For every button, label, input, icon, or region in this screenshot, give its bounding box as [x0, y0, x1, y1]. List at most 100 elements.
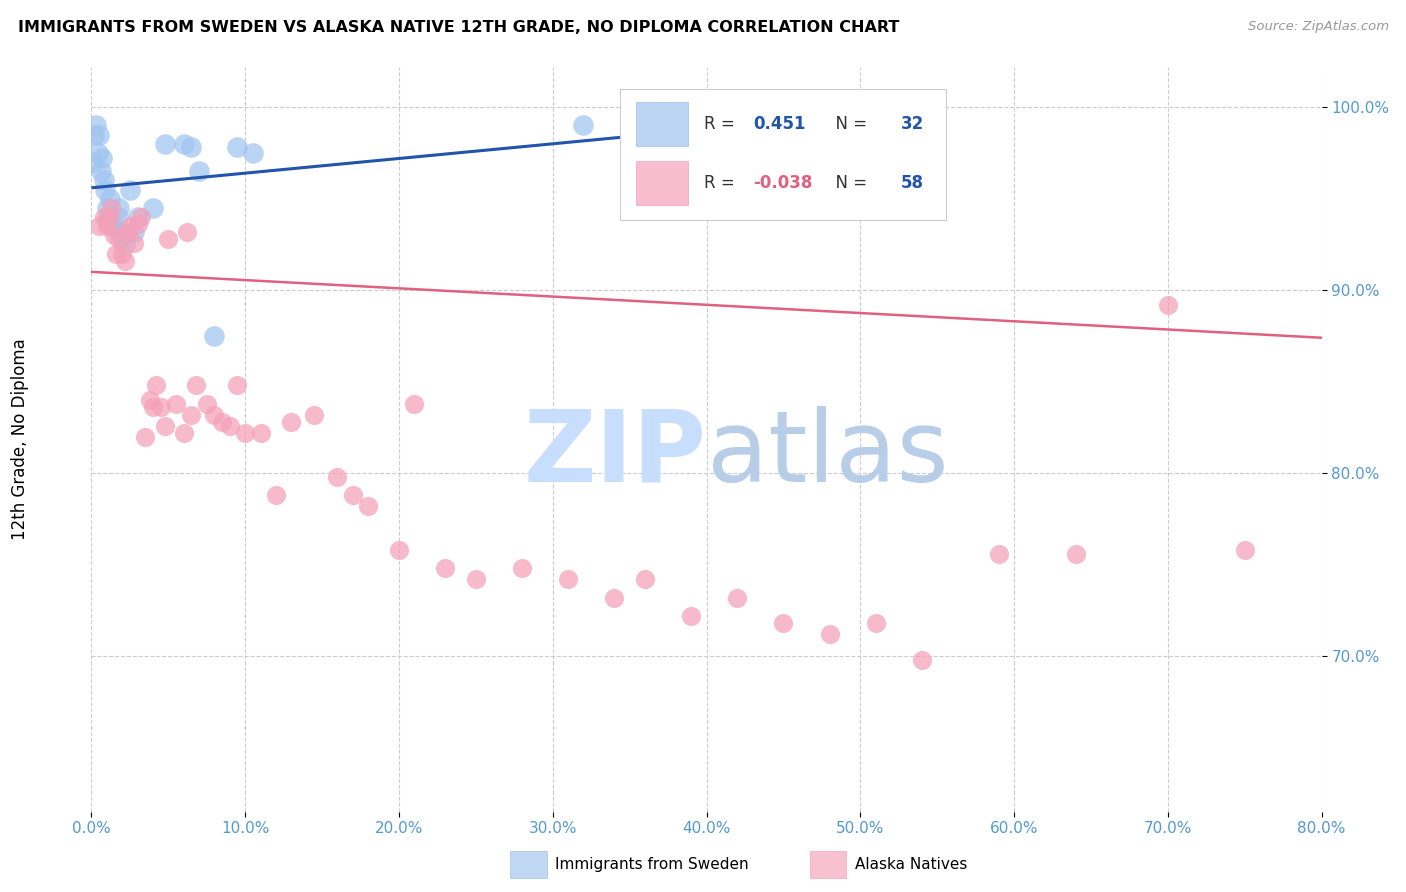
Point — [603, 591, 626, 605]
Text: Immigrants from Sweden: Immigrants from Sweden — [555, 857, 749, 871]
Point — [326, 470, 349, 484]
Point — [129, 210, 152, 224]
Point — [342, 488, 364, 502]
Point — [103, 219, 125, 233]
Point — [176, 225, 198, 239]
Point — [107, 210, 129, 224]
Point — [111, 228, 134, 243]
Text: ZIP: ZIP — [523, 406, 706, 503]
Point — [388, 543, 411, 558]
Point — [184, 378, 207, 392]
Text: 0.451: 0.451 — [754, 115, 806, 133]
Point — [226, 378, 249, 392]
Point — [1157, 298, 1180, 312]
FancyBboxPatch shape — [637, 161, 688, 205]
Point — [464, 572, 486, 586]
Y-axis label: 12th Grade, No Diploma: 12th Grade, No Diploma — [11, 338, 30, 541]
Point — [124, 225, 146, 239]
Point — [818, 627, 841, 641]
Point — [103, 228, 125, 243]
Point — [142, 401, 165, 415]
Point — [127, 217, 149, 231]
Point — [226, 140, 249, 154]
Point — [211, 415, 233, 429]
Point — [142, 201, 165, 215]
Text: R =: R = — [704, 174, 740, 192]
Point — [242, 145, 264, 160]
Text: N =: N = — [824, 115, 872, 133]
Point — [117, 225, 139, 239]
Point — [90, 164, 112, 178]
Text: IMMIGRANTS FROM SWEDEN VS ALASKA NATIVE 12TH GRADE, NO DIPLOMA CORRELATION CHART: IMMIGRANTS FROM SWEDEN VS ALASKA NATIVE … — [18, 20, 900, 35]
Point — [195, 396, 218, 410]
Point — [202, 408, 225, 422]
Point — [114, 237, 136, 252]
Point — [180, 140, 202, 154]
Text: atlas: atlas — [706, 406, 948, 503]
Point — [1064, 547, 1087, 561]
Point — [108, 201, 131, 215]
Point — [233, 425, 256, 440]
FancyBboxPatch shape — [510, 851, 547, 878]
Text: R =: R = — [704, 115, 740, 133]
Point — [111, 246, 134, 260]
Point — [134, 429, 156, 443]
Point — [124, 235, 146, 250]
Text: 58: 58 — [901, 174, 924, 192]
FancyBboxPatch shape — [620, 89, 946, 219]
Point — [94, 182, 117, 196]
Point — [114, 253, 136, 268]
Text: Alaska Natives: Alaska Natives — [855, 857, 967, 871]
Point — [1233, 543, 1256, 558]
Point — [97, 210, 120, 224]
Point — [218, 418, 240, 433]
Point — [165, 396, 187, 410]
Point — [127, 210, 149, 224]
Point — [725, 591, 748, 605]
Point — [82, 155, 104, 169]
Point — [100, 219, 122, 233]
Point — [93, 173, 115, 187]
Point — [280, 415, 302, 429]
Point — [681, 608, 703, 623]
Point — [173, 136, 195, 151]
Point — [404, 396, 426, 410]
Point — [118, 219, 141, 233]
Point — [572, 119, 595, 133]
Point — [149, 401, 172, 415]
Point — [741, 122, 763, 136]
Point — [145, 378, 167, 392]
Point — [98, 210, 121, 224]
Point — [304, 408, 326, 422]
Point — [105, 246, 127, 260]
Point — [772, 616, 794, 631]
FancyBboxPatch shape — [810, 851, 846, 878]
Point — [180, 408, 202, 422]
Point — [510, 561, 533, 575]
Point — [100, 201, 122, 215]
Point — [264, 488, 287, 502]
Text: -0.038: -0.038 — [754, 174, 813, 192]
Point — [118, 182, 141, 196]
Point — [202, 329, 225, 343]
Point — [434, 561, 457, 575]
Point — [153, 418, 177, 433]
Point — [87, 128, 110, 142]
Point — [83, 128, 105, 142]
Point — [357, 499, 380, 513]
Point — [911, 653, 934, 667]
Point — [865, 616, 887, 631]
Point — [93, 210, 115, 224]
Point — [84, 119, 107, 133]
Point — [153, 136, 177, 151]
Text: Source: ZipAtlas.com: Source: ZipAtlas.com — [1249, 20, 1389, 33]
FancyBboxPatch shape — [637, 102, 688, 146]
Point — [987, 547, 1010, 561]
Text: 32: 32 — [901, 115, 924, 133]
Point — [249, 425, 271, 440]
Point — [188, 164, 211, 178]
Point — [86, 145, 108, 160]
Point — [91, 152, 114, 166]
Point — [557, 572, 579, 586]
Point — [634, 572, 657, 586]
